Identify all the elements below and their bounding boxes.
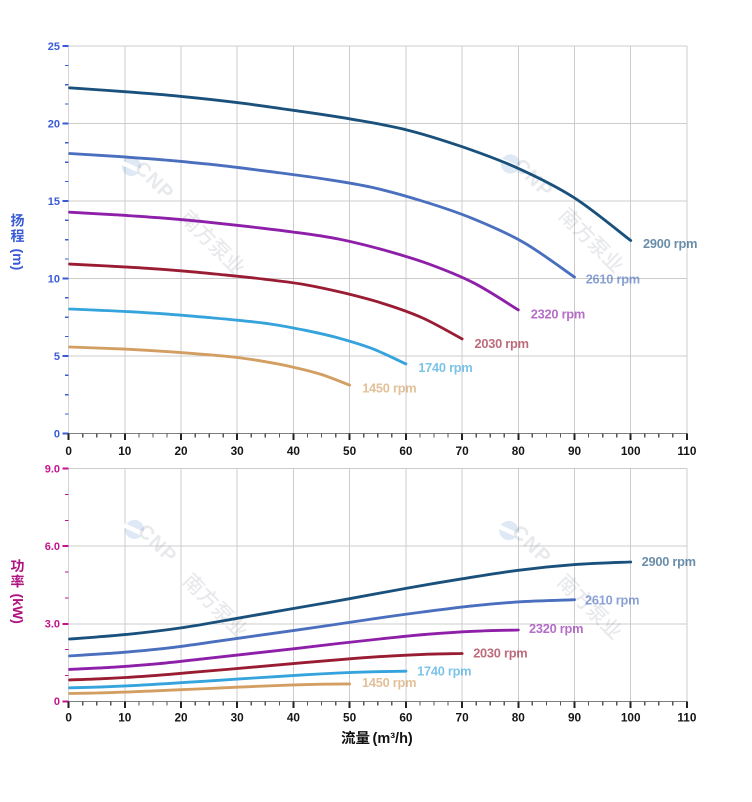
svg-text:9.0: 9.0 <box>45 464 60 476</box>
svg-text:2610 rpm: 2610 rpm <box>585 592 639 607</box>
svg-text:6.0: 6.0 <box>45 541 60 553</box>
svg-text:2900 rpm: 2900 rpm <box>642 554 696 569</box>
svg-text:1450 rpm: 1450 rpm <box>362 675 416 690</box>
svg-text:20: 20 <box>174 711 188 725</box>
svg-text:60: 60 <box>399 444 413 458</box>
svg-text:(kW): (kW) <box>10 594 26 624</box>
svg-text:40: 40 <box>287 711 301 725</box>
svg-text:0: 0 <box>65 711 72 725</box>
svg-text:110: 110 <box>677 444 696 458</box>
svg-text:2320 rpm: 2320 rpm <box>529 621 583 636</box>
svg-text:(m³/h): (m³/h) <box>373 731 413 747</box>
svg-text:80: 80 <box>512 711 526 725</box>
svg-text:2320 rpm: 2320 rpm <box>531 307 585 322</box>
svg-text:20: 20 <box>48 118 60 130</box>
svg-text:10: 10 <box>118 711 132 725</box>
svg-text:1450 rpm: 1450 rpm <box>362 381 416 396</box>
svg-text:0: 0 <box>54 428 60 440</box>
svg-text:20: 20 <box>174 444 188 458</box>
svg-text:1740 rpm: 1740 rpm <box>418 360 472 375</box>
svg-text:3.0: 3.0 <box>45 619 60 631</box>
svg-text:70: 70 <box>456 444 470 458</box>
svg-text:90: 90 <box>568 444 582 458</box>
svg-text:50: 50 <box>343 444 357 458</box>
svg-text:50: 50 <box>343 711 357 725</box>
svg-text:0: 0 <box>54 696 60 708</box>
svg-text:30: 30 <box>231 444 245 458</box>
svg-text:110: 110 <box>677 711 696 725</box>
svg-text:0: 0 <box>65 444 72 458</box>
svg-text:70: 70 <box>456 711 470 725</box>
svg-text:15: 15 <box>48 196 60 208</box>
svg-text:5: 5 <box>54 351 60 363</box>
svg-text:60: 60 <box>399 711 413 725</box>
svg-text:40: 40 <box>287 444 301 458</box>
svg-text:1740 rpm: 1740 rpm <box>417 664 471 679</box>
svg-text:30: 30 <box>231 711 245 725</box>
svg-text:100: 100 <box>621 711 641 725</box>
svg-text:2610 rpm: 2610 rpm <box>586 272 640 287</box>
svg-text:100: 100 <box>621 444 641 458</box>
svg-text:90: 90 <box>568 711 582 725</box>
svg-text:25: 25 <box>48 41 60 53</box>
svg-text:2030 rpm: 2030 rpm <box>475 336 529 351</box>
svg-text:(m): (m) <box>10 249 26 271</box>
svg-text:10: 10 <box>48 273 60 285</box>
svg-text:2030 rpm: 2030 rpm <box>473 645 527 660</box>
svg-text:2900 rpm: 2900 rpm <box>643 236 697 251</box>
svg-text:80: 80 <box>512 444 526 458</box>
svg-text:10: 10 <box>118 444 132 458</box>
